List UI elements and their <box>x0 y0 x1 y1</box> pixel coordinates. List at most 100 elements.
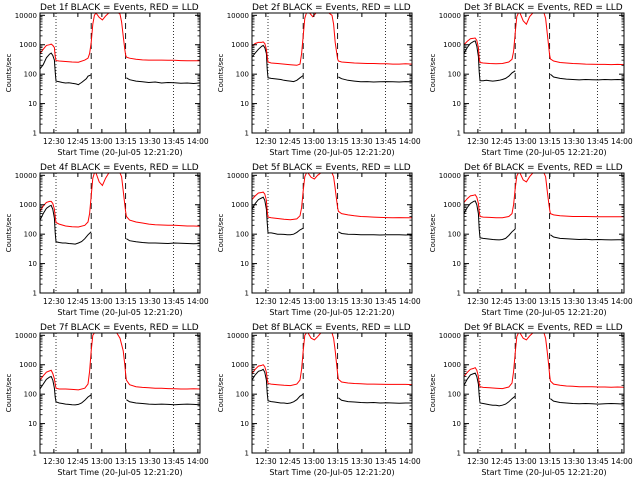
x-tick-label: 12:30 <box>43 137 65 146</box>
series-line-lld <box>40 173 200 228</box>
x-tick-label: 13:00 <box>303 137 325 146</box>
x-tick-label: 12:45 <box>279 137 301 146</box>
y-axis-label: Counts/sec <box>429 374 437 413</box>
series-line-lld <box>40 13 200 63</box>
plot-frame <box>251 332 413 454</box>
y-tick-label: 1 <box>245 450 249 458</box>
chart-title: Det 4f BLACK = Events, RED = LLD <box>40 163 199 173</box>
x-tick-label: 14:00 <box>187 297 209 306</box>
chart-title: Det 1f BLACK = Events, RED = LLD <box>40 3 199 13</box>
series-line-events <box>252 368 412 405</box>
plot-frame <box>463 172 625 294</box>
plot-frame <box>251 172 413 294</box>
x-tick-label: 13:45 <box>375 457 397 466</box>
y-tick-label: 1000 <box>19 361 37 369</box>
chart-panel-det6: Det 6f BLACK = Events, RED = LLD Start Ti… <box>429 163 633 317</box>
y-tick-label: 10 <box>28 260 37 268</box>
x-axis-label: Start Time (20-Jul-05 12:21:20) <box>57 148 182 157</box>
x-tick-label: 12:30 <box>43 297 65 306</box>
x-tick-label: 13:30 <box>563 137 585 146</box>
x-tick-label: 12:30 <box>467 137 489 146</box>
x-tick-label: 13:15 <box>539 457 561 466</box>
x-tick-label: 12:45 <box>279 297 301 306</box>
y-tick-label: 100 <box>448 391 461 399</box>
x-tick-label: 13:30 <box>139 137 161 146</box>
plot-frame <box>463 12 625 134</box>
x-tick-label: 12:30 <box>43 457 65 466</box>
y-tick-label: 10 <box>240 260 249 268</box>
x-tick-label: 13:45 <box>163 297 185 306</box>
x-axis-label: Start Time (20-Jul-05 12:21:20) <box>269 308 394 317</box>
series-line-events <box>40 204 200 245</box>
series-line-events <box>40 375 200 406</box>
y-tick-label: 1000 <box>443 361 461 369</box>
x-tick-label: 13:45 <box>163 137 185 146</box>
y-tick-label: 10 <box>452 100 461 108</box>
series-line-events <box>464 200 624 241</box>
x-tick-label: 13:45 <box>587 457 609 466</box>
series-line-lld <box>252 333 412 387</box>
x-tick-label: 14:00 <box>611 137 633 146</box>
x-axis-label: Start Time (20-Jul-05 12:21:20) <box>269 148 394 157</box>
y-tick-label: 10 <box>28 100 37 108</box>
series-line-events <box>252 44 412 83</box>
x-axis-label: Start Time (20-Jul-05 12:21:20) <box>481 468 606 477</box>
y-tick-label: 1 <box>33 130 37 138</box>
chart-title: Det 9f BLACK = Events, RED = LLD <box>464 323 623 333</box>
x-tick-label: 14:00 <box>187 137 209 146</box>
series-line-events <box>40 52 200 86</box>
x-tick-label: 12:30 <box>255 457 277 466</box>
y-tick-label: 1000 <box>443 41 461 49</box>
y-tick-label: 100 <box>236 391 249 399</box>
x-tick-label: 13:00 <box>515 457 537 466</box>
x-tick-label: 12:45 <box>491 457 513 466</box>
x-tick-label: 13:15 <box>115 137 137 146</box>
y-axis-label: Counts/sec <box>5 214 13 253</box>
x-tick-label: 13:30 <box>139 297 161 306</box>
y-tick-label: 10000 <box>15 12 37 20</box>
y-tick-label: 100 <box>448 71 461 79</box>
y-tick-label: 1000 <box>443 201 461 209</box>
plot-frame <box>463 332 625 454</box>
x-tick-label: 13:00 <box>91 137 113 146</box>
chart-panel-det4: Det 4f BLACK = Events, RED = LLD Start Ti… <box>5 163 209 317</box>
y-tick-label: 1000 <box>231 361 249 369</box>
y-tick-label: 1000 <box>19 41 37 49</box>
x-axis-label: Start Time (20-Jul-05 12:21:20) <box>57 468 182 477</box>
plot-frame <box>39 172 201 294</box>
x-axis-label: Start Time (20-Jul-05 12:21:20) <box>481 148 606 157</box>
x-tick-label: 14:00 <box>399 297 421 306</box>
series-line-events <box>464 40 624 82</box>
series-line-lld <box>464 173 624 219</box>
x-tick-label: 13:00 <box>303 457 325 466</box>
x-tick-label: 13:00 <box>303 297 325 306</box>
x-tick-label: 12:30 <box>255 297 277 306</box>
x-tick-label: 12:30 <box>467 297 489 306</box>
y-tick-label: 1 <box>245 130 249 138</box>
x-axis-label: Start Time (20-Jul-05 12:21:20) <box>269 468 394 477</box>
x-tick-label: 12:45 <box>491 137 513 146</box>
y-axis-label: Counts/sec <box>5 374 13 413</box>
y-tick-label: 1000 <box>19 201 37 209</box>
y-tick-label: 10000 <box>439 172 461 180</box>
chart-title: Det 5f BLACK = Events, RED = LLD <box>252 163 411 173</box>
series-line-lld <box>40 333 200 391</box>
chart-panel-det7: Det 7f BLACK = Events, RED = LLD Start Ti… <box>5 323 209 477</box>
x-tick-label: 13:30 <box>351 457 373 466</box>
x-tick-label: 13:45 <box>587 297 609 306</box>
series-line-lld <box>464 13 624 66</box>
x-tick-label: 12:45 <box>279 457 301 466</box>
y-tick-label: 1 <box>457 450 461 458</box>
x-tick-label: 13:15 <box>115 457 137 466</box>
x-tick-label: 12:45 <box>67 457 89 466</box>
x-tick-label: 12:45 <box>67 137 89 146</box>
chart-title: Det 2f BLACK = Events, RED = LLD <box>252 3 411 13</box>
x-tick-label: 14:00 <box>399 137 421 146</box>
x-tick-label: 13:45 <box>587 137 609 146</box>
x-tick-label: 13:30 <box>563 457 585 466</box>
x-tick-label: 13:15 <box>327 457 349 466</box>
y-tick-label: 10 <box>452 420 461 428</box>
chart-panel-det3: Det 3f BLACK = Events, RED = LLD Start Ti… <box>429 3 633 157</box>
x-tick-label: 13:30 <box>563 297 585 306</box>
